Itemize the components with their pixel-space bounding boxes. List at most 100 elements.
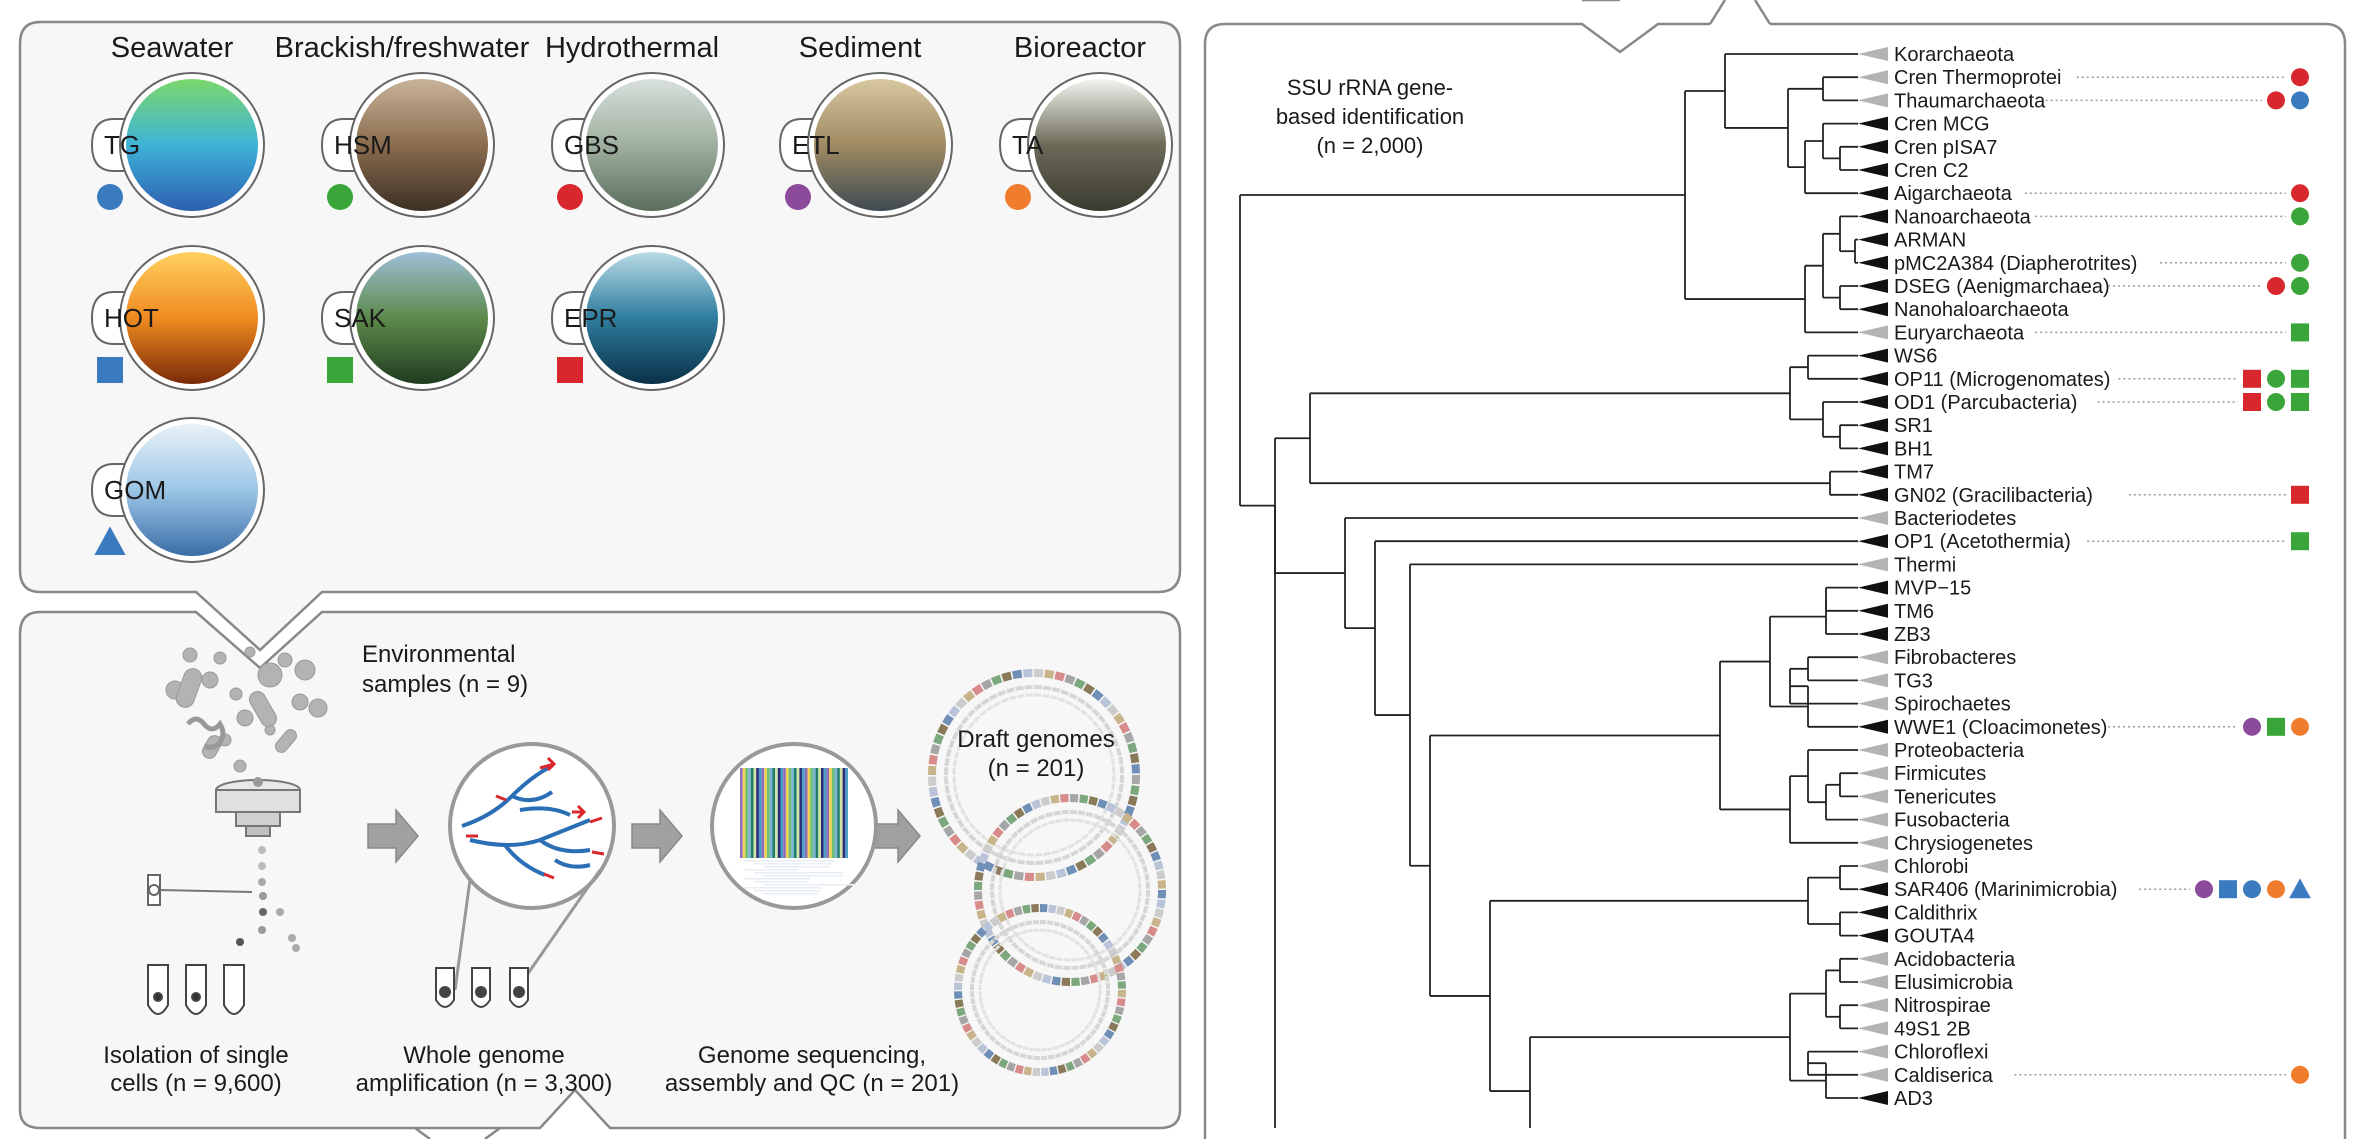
clade-triangle (1858, 719, 1888, 734)
tree-leaf: DSEG (Aenigmarchaea) (1858, 276, 2309, 298)
site-marker (1005, 184, 1031, 210)
clade-triangle (1858, 163, 1888, 177)
site-photo (1034, 79, 1166, 211)
clade-triangle (1858, 93, 1888, 108)
sample-sites: TG HOT GOM HSM SAK GBS EPR ETL TA (90, 72, 1173, 563)
tree-leaf: pMC2A384 (Diapherotrites) (1858, 253, 2309, 275)
clade-triangle (1858, 580, 1888, 595)
clade-triangle (1858, 209, 1888, 224)
clade-label: SAR406 (Marinimicrobia) (1894, 879, 2117, 901)
clade-label: Caldiserica (1894, 1065, 1994, 1087)
sample-site: TA (998, 72, 1173, 218)
tree-leaf: TM7 (1858, 462, 1934, 484)
sample-marker (2243, 393, 2261, 411)
genome-ring (974, 793, 1167, 987)
clade-label: Chrysiogenetes (1894, 833, 2033, 855)
clade-triangle (1858, 511, 1888, 525)
sample-site: TG (90, 72, 265, 218)
site-marker (97, 357, 123, 383)
clade-label: Fusobacteria (1894, 810, 2010, 832)
sample-site: HSM (320, 72, 495, 218)
tree-leaf: AD3 (1858, 1088, 1933, 1110)
sample-marker (2267, 91, 2285, 110)
tree-leaf: Fusobacteria (1858, 810, 2010, 832)
sequencing-detail (710, 742, 878, 910)
draft-genomes-line1: Draft genomes (957, 726, 1114, 753)
tree-leaf: Thermi (1858, 554, 1956, 576)
clade-triangle (1858, 441, 1888, 456)
clade-triangle (1858, 302, 1888, 317)
clade-triangle (1858, 998, 1888, 1013)
clade-label: GN02 (Gracilibacteria) (1894, 485, 2093, 507)
sample-marker (2267, 369, 2285, 388)
clade-label: ARMAN (1894, 230, 1966, 252)
clade-label: Aigarchaeota (1894, 183, 2013, 205)
clade-triangle (1858, 47, 1888, 61)
tree-leaf: Aigarchaeota (1858, 183, 2309, 205)
genome-ring (928, 669, 1141, 881)
tree-title-line1: SSU rRNA gene- (1287, 75, 1453, 100)
phylogeny-panel: SSU rRNA gene- based identification (n =… (1203, 0, 2347, 1139)
sample-marker (2267, 717, 2285, 736)
tree-branches (1239, 53, 1858, 1128)
sample-site: GOM (90, 417, 265, 563)
workflow-captions: Environmental samples (n = 9) Isolation … (103, 641, 1114, 1097)
clade-triangle (1858, 696, 1888, 711)
sample-site: SAK (320, 245, 495, 391)
tree-leaf: WWE1 (Cloacimonetes) (1858, 717, 2309, 739)
workflow-arrows (367, 807, 921, 865)
clade-label: Cren Thermoprotei (1894, 67, 2061, 89)
tree-leaf: ARMAN (1858, 230, 1966, 252)
clade-label: Chlorobi (1894, 856, 1968, 878)
tree-leaf: OD1 (Parcubacteria) (1858, 392, 2309, 414)
site-code-label: TG (104, 130, 140, 160)
tree-leaf: TG3 (1858, 670, 1933, 692)
tree-leaf: Tenericutes (1858, 786, 1996, 808)
genome-ring (954, 904, 1127, 1077)
clade-label: Proteobacteria (1894, 740, 2025, 762)
tree-leaf: Elusimicrobia (1858, 972, 2014, 994)
draft-genomes-line2: (n = 201) (988, 755, 1085, 782)
tree-title-line3: (n = 2,000) (1316, 133, 1423, 158)
amplification-line1: Whole genome (403, 1042, 564, 1069)
clade-label: BH1 (1894, 438, 1933, 460)
tree-leaf: WS6 (1858, 346, 1937, 368)
sample-marker (2291, 68, 2309, 87)
tree-leaf: Firmicutes (1858, 763, 1986, 785)
clade-triangle (1858, 186, 1888, 201)
clade-triangle (1858, 789, 1888, 804)
clade-label: ZB3 (1894, 624, 1931, 646)
amplification-detail (435, 742, 616, 1008)
tree-leaf: SAR406 (Marinimicrobia) (1858, 878, 2311, 901)
clade-label: SR1 (1894, 415, 1933, 437)
clade-label: Fibrobacteres (1894, 647, 2016, 669)
clade-label: WS6 (1894, 346, 1937, 368)
sample-marker (2267, 393, 2285, 411)
sample-marker (2291, 369, 2309, 388)
sample-marker (2291, 207, 2309, 226)
clade-triangle (1858, 279, 1888, 293)
clade-label: Euryarchaeota (1894, 322, 2025, 344)
sample-marker (2291, 253, 2309, 272)
sample-marker (2291, 485, 2309, 504)
clade-triangle (1858, 348, 1888, 363)
tree-leaf: ZB3 (1858, 624, 1931, 646)
clade-triangle (1858, 928, 1888, 943)
clade-label: Korarchaeota (1894, 44, 2015, 66)
clade-triangle (1858, 1021, 1888, 1036)
tree-leaf: Korarchaeota (1858, 44, 2015, 66)
clade-triangle (1858, 1044, 1888, 1059)
environments-panel: Seawater Brackish/freshwater Hydrothermal S… (18, 20, 1182, 652)
site-photo (586, 252, 718, 384)
clade-label: Acidobacteria (1894, 949, 2016, 971)
site-marker (97, 184, 123, 210)
clade-label: AD3 (1894, 1088, 1933, 1110)
clade-label: Elusimicrobia (1894, 972, 2014, 994)
site-photo (126, 79, 258, 211)
phylogeny-panel-frame (1203, 22, 2347, 1139)
clade-triangle (1858, 627, 1888, 641)
tree-leaf: GOUTA4 (1858, 926, 1975, 948)
clade-label: Thaumarchaeota (1894, 90, 2046, 112)
isolation-line1: Isolation of single (103, 1042, 288, 1069)
